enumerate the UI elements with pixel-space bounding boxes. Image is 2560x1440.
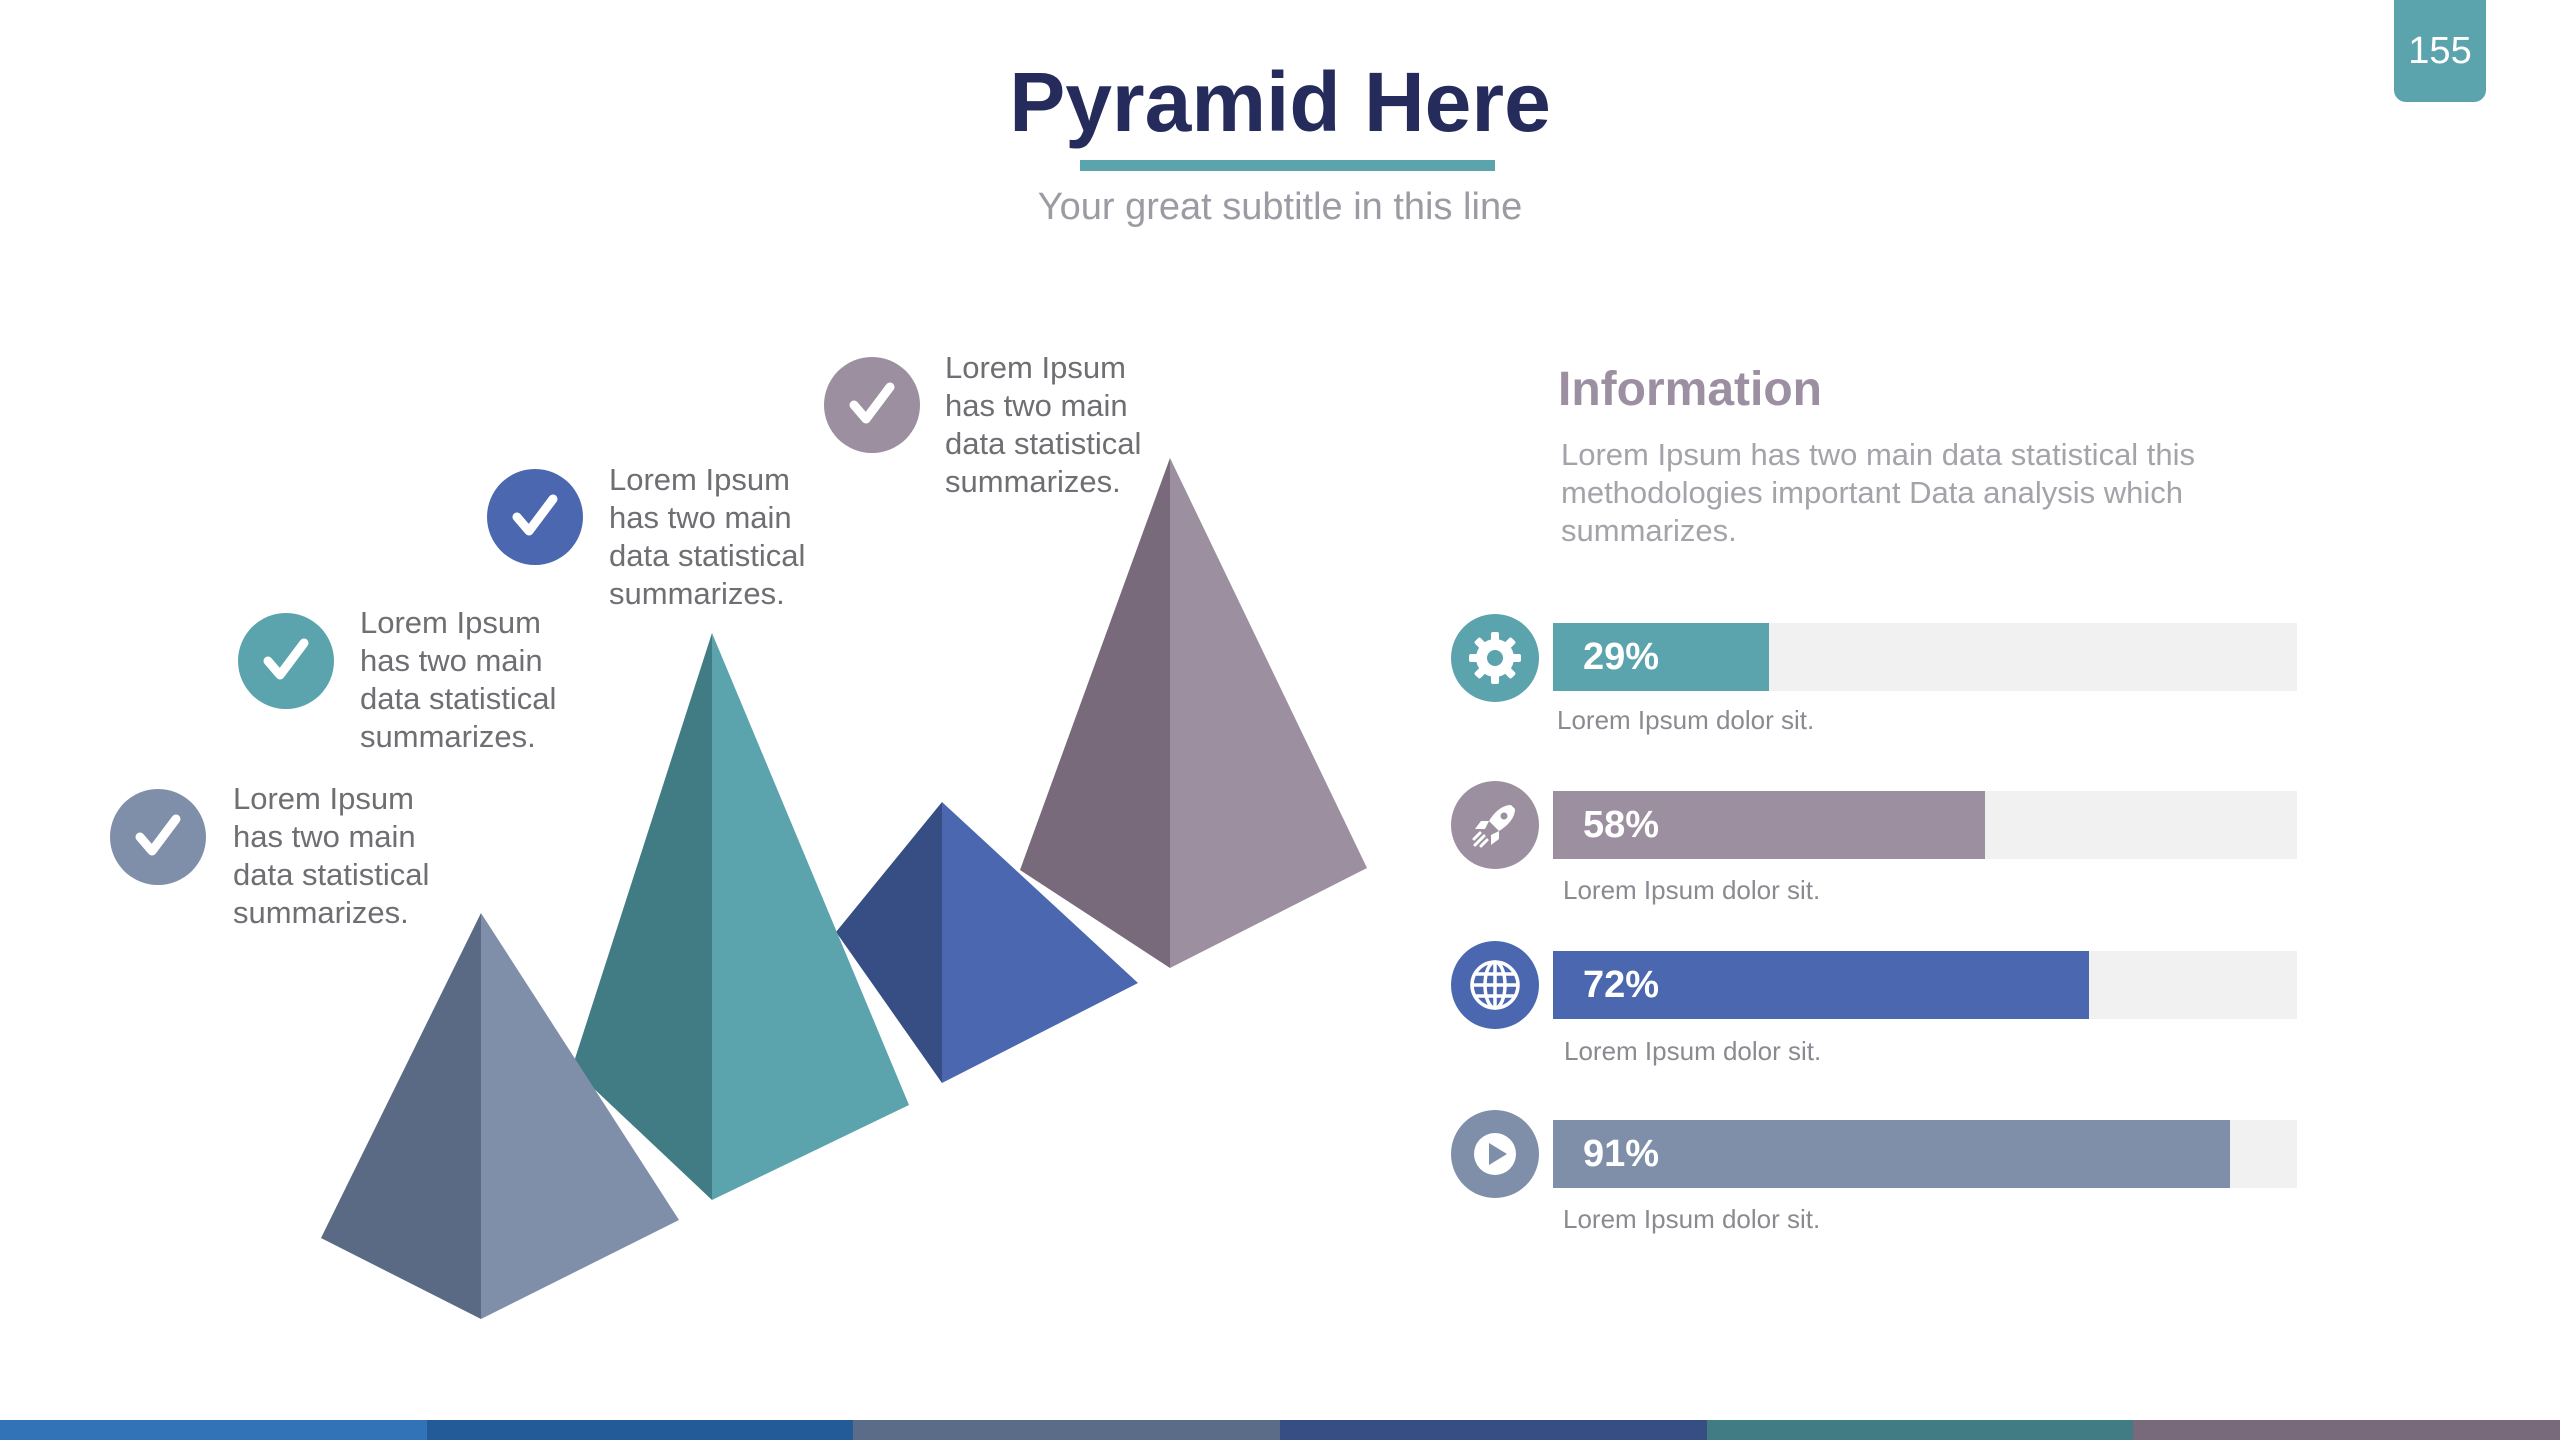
check-icon xyxy=(238,613,334,709)
note-text: Lorem Ipsum has two main data statistical s… xyxy=(233,781,430,930)
progress-label: 91% xyxy=(1583,1133,1660,1175)
rocket-icon xyxy=(1451,781,1539,869)
progress-track: 72% xyxy=(1553,951,2297,1019)
note-text: Lorem Ipsum has two main data statistical s… xyxy=(945,350,1142,499)
progress-fill: 29% xyxy=(1553,623,1769,691)
progress-label: 58% xyxy=(1583,804,1660,846)
progress-track: 29% xyxy=(1553,623,2297,691)
title-underline xyxy=(1080,160,1495,171)
note-text: Lorem Ipsum has two main data statistical s… xyxy=(360,605,557,754)
pyramid-teal xyxy=(572,633,909,1200)
pyramid-mauve xyxy=(1020,458,1367,968)
footer-strip-segment xyxy=(0,1420,427,1440)
gear-icon xyxy=(1451,614,1539,702)
progress-fill: 72% xyxy=(1553,951,2089,1019)
page-subtitle: Your great subtitle in this line xyxy=(1037,186,1523,228)
progress-fill: 91% xyxy=(1553,1120,2231,1188)
progress-fill: 58% xyxy=(1553,791,1985,859)
check-icon xyxy=(824,357,920,453)
progress-caption: Lorem Ipsum dolor sit. xyxy=(1563,875,1821,905)
play-icon xyxy=(1451,1110,1539,1198)
info-heading: Information xyxy=(1558,363,1822,416)
footer-strip-segment xyxy=(1707,1420,2133,1440)
page-number-badge: 155 xyxy=(2394,0,2486,102)
pyramid-blue xyxy=(836,802,1138,1083)
progress-label: 72% xyxy=(1583,964,1660,1006)
progress-caption: Lorem Ipsum dolor sit. xyxy=(1557,705,1815,735)
footer-strip-segment xyxy=(853,1420,1280,1440)
page-title: Pyramid Here xyxy=(1009,55,1551,149)
progress-track: 91% xyxy=(1553,1120,2297,1188)
footer-strip-segment xyxy=(427,1420,853,1440)
footer-strip-segment xyxy=(1280,1420,1707,1440)
progress-track: 58% xyxy=(1553,791,2297,859)
check-icon xyxy=(110,789,206,885)
progress-label: 29% xyxy=(1583,636,1660,678)
note-text: Lorem Ipsum has two main data statistical s… xyxy=(609,462,806,611)
globe-icon xyxy=(1451,941,1539,1029)
info-text: Lorem Ipsum has two main data statistica… xyxy=(1561,437,2196,548)
progress-caption: Lorem Ipsum dolor sit. xyxy=(1563,1204,1821,1234)
footer-strip-segment xyxy=(2133,1420,2560,1440)
progress-caption: Lorem Ipsum dolor sit. xyxy=(1564,1036,1822,1066)
check-icon xyxy=(487,469,583,565)
pyramid-slate xyxy=(321,913,679,1319)
